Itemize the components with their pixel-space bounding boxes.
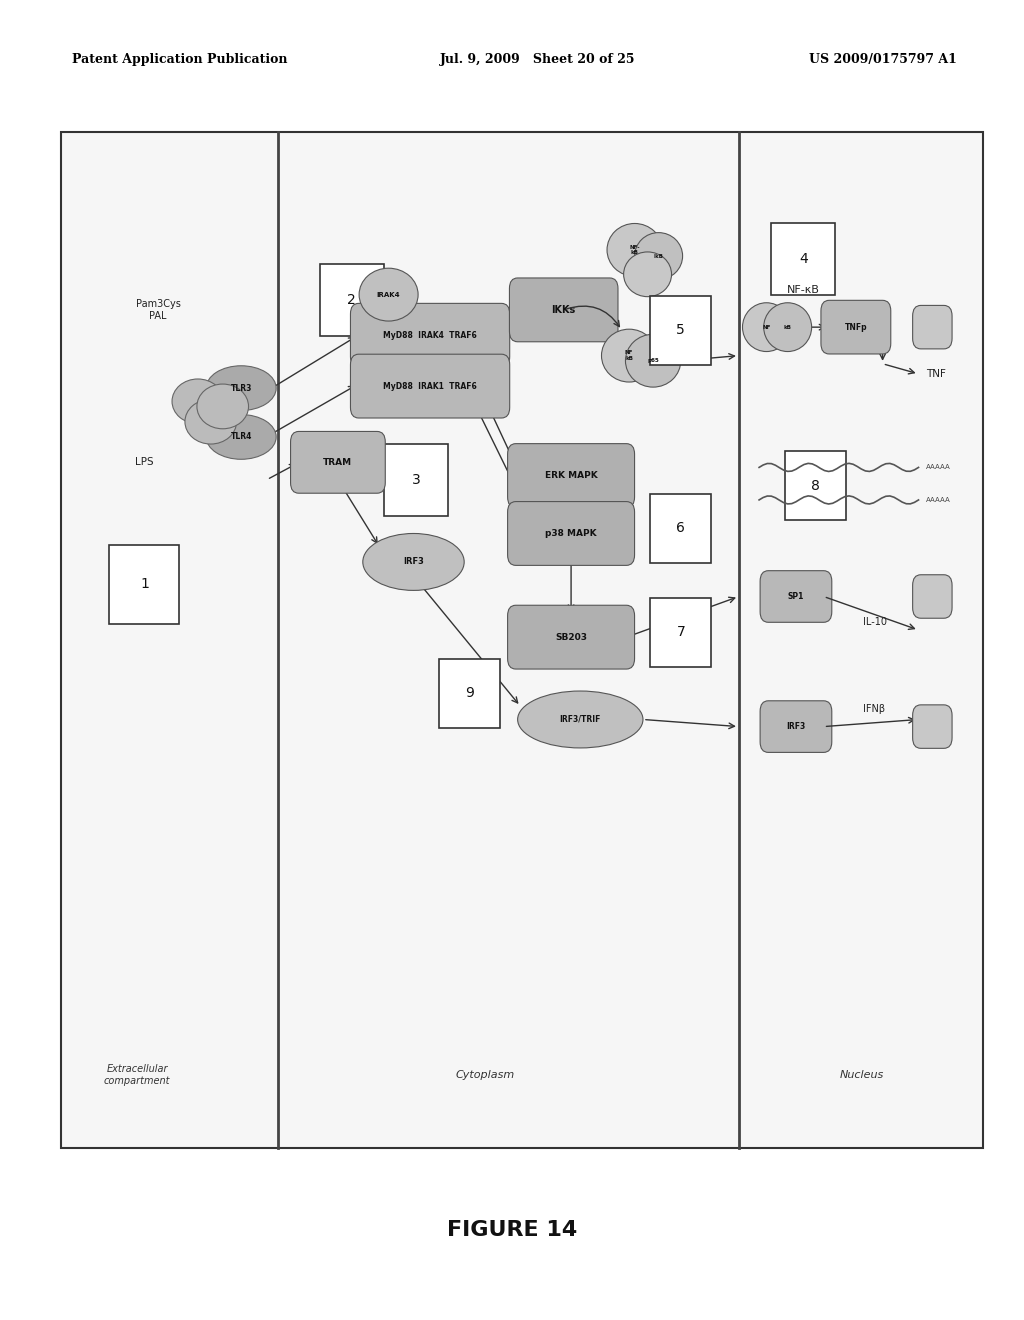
Text: kB: kB xyxy=(783,325,792,330)
FancyBboxPatch shape xyxy=(821,301,891,354)
Text: AAAAA: AAAAA xyxy=(926,465,950,470)
Text: IRF3/TRIF: IRF3/TRIF xyxy=(559,715,601,723)
Text: NF: NF xyxy=(762,325,771,330)
Text: 9: 9 xyxy=(465,686,474,700)
FancyBboxPatch shape xyxy=(61,132,983,1148)
FancyBboxPatch shape xyxy=(784,451,846,520)
Text: LPS: LPS xyxy=(135,457,154,467)
FancyBboxPatch shape xyxy=(510,279,618,342)
Text: 1: 1 xyxy=(140,577,148,591)
FancyBboxPatch shape xyxy=(508,444,635,507)
Ellipse shape xyxy=(635,232,683,280)
Ellipse shape xyxy=(185,400,237,444)
Text: MyD88  IRAK1  TRAF6: MyD88 IRAK1 TRAF6 xyxy=(383,381,477,391)
FancyBboxPatch shape xyxy=(350,354,510,418)
FancyBboxPatch shape xyxy=(508,502,635,565)
FancyBboxPatch shape xyxy=(319,264,384,335)
Text: 2: 2 xyxy=(347,293,356,306)
Text: SB203: SB203 xyxy=(555,632,587,642)
Text: NF-κB: NF-κB xyxy=(786,285,820,294)
Ellipse shape xyxy=(517,692,643,748)
Text: IRF3: IRF3 xyxy=(403,557,424,566)
Text: TNFp: TNFp xyxy=(845,322,867,331)
Text: 6: 6 xyxy=(676,521,685,536)
Ellipse shape xyxy=(624,252,672,297)
Ellipse shape xyxy=(206,366,276,411)
FancyBboxPatch shape xyxy=(650,598,712,667)
Text: ERK MAPK: ERK MAPK xyxy=(545,471,597,480)
Text: MyD88  IRAK4  TRAF6: MyD88 IRAK4 TRAF6 xyxy=(383,331,477,339)
Ellipse shape xyxy=(206,414,276,459)
Text: Pam3Cys
PAL: Pam3Cys PAL xyxy=(136,300,180,321)
Ellipse shape xyxy=(172,379,223,424)
Text: p65: p65 xyxy=(647,358,659,363)
Text: p38 MAPK: p38 MAPK xyxy=(545,529,597,539)
Text: 4: 4 xyxy=(799,252,808,267)
Text: Cytoplasm: Cytoplasm xyxy=(456,1071,515,1080)
FancyBboxPatch shape xyxy=(760,570,831,622)
Ellipse shape xyxy=(359,268,418,321)
FancyBboxPatch shape xyxy=(291,432,385,494)
FancyBboxPatch shape xyxy=(650,296,712,364)
Text: TLR4: TLR4 xyxy=(230,433,252,441)
Text: NF
kB: NF kB xyxy=(625,350,633,360)
Text: IRAK4: IRAK4 xyxy=(377,292,400,297)
Text: TRAM: TRAM xyxy=(324,458,352,467)
Text: IRF3: IRF3 xyxy=(786,722,806,731)
Text: Jul. 9, 2009   Sheet 20 of 25: Jul. 9, 2009 Sheet 20 of 25 xyxy=(440,53,636,66)
Text: IkB: IkB xyxy=(653,253,664,259)
FancyBboxPatch shape xyxy=(439,659,500,727)
FancyBboxPatch shape xyxy=(760,701,831,752)
Text: Patent Application Publication: Patent Application Publication xyxy=(72,53,287,66)
Text: 3: 3 xyxy=(412,473,421,487)
Text: 8: 8 xyxy=(811,479,820,492)
Text: AAAAA: AAAAA xyxy=(926,496,950,503)
Text: SP1: SP1 xyxy=(787,591,804,601)
Text: US 2009/0175797 A1: US 2009/0175797 A1 xyxy=(809,53,956,66)
Text: 5: 5 xyxy=(677,323,685,337)
Text: IL-10: IL-10 xyxy=(863,616,887,627)
FancyBboxPatch shape xyxy=(384,444,449,516)
Ellipse shape xyxy=(601,329,656,381)
Ellipse shape xyxy=(197,384,249,429)
FancyBboxPatch shape xyxy=(771,223,836,296)
Text: TNF: TNF xyxy=(926,368,946,379)
Text: Nucleus: Nucleus xyxy=(840,1071,884,1080)
Ellipse shape xyxy=(607,223,663,276)
Text: IKKs: IKKs xyxy=(552,305,575,315)
Text: TLR3: TLR3 xyxy=(230,384,252,392)
FancyBboxPatch shape xyxy=(650,494,712,562)
Text: NF-
kB: NF- kB xyxy=(630,244,640,255)
FancyBboxPatch shape xyxy=(508,606,635,669)
Ellipse shape xyxy=(626,334,681,387)
Ellipse shape xyxy=(362,533,464,590)
Text: IFNβ: IFNβ xyxy=(863,705,886,714)
FancyBboxPatch shape xyxy=(110,545,179,624)
Text: FIGURE 14: FIGURE 14 xyxy=(446,1220,578,1241)
Ellipse shape xyxy=(764,302,812,351)
FancyBboxPatch shape xyxy=(912,305,952,348)
FancyBboxPatch shape xyxy=(912,705,952,748)
FancyBboxPatch shape xyxy=(350,304,510,367)
Ellipse shape xyxy=(742,302,791,351)
Text: 7: 7 xyxy=(677,626,685,639)
FancyBboxPatch shape xyxy=(912,574,952,618)
Text: Extracellular
compartment: Extracellular compartment xyxy=(103,1064,170,1086)
